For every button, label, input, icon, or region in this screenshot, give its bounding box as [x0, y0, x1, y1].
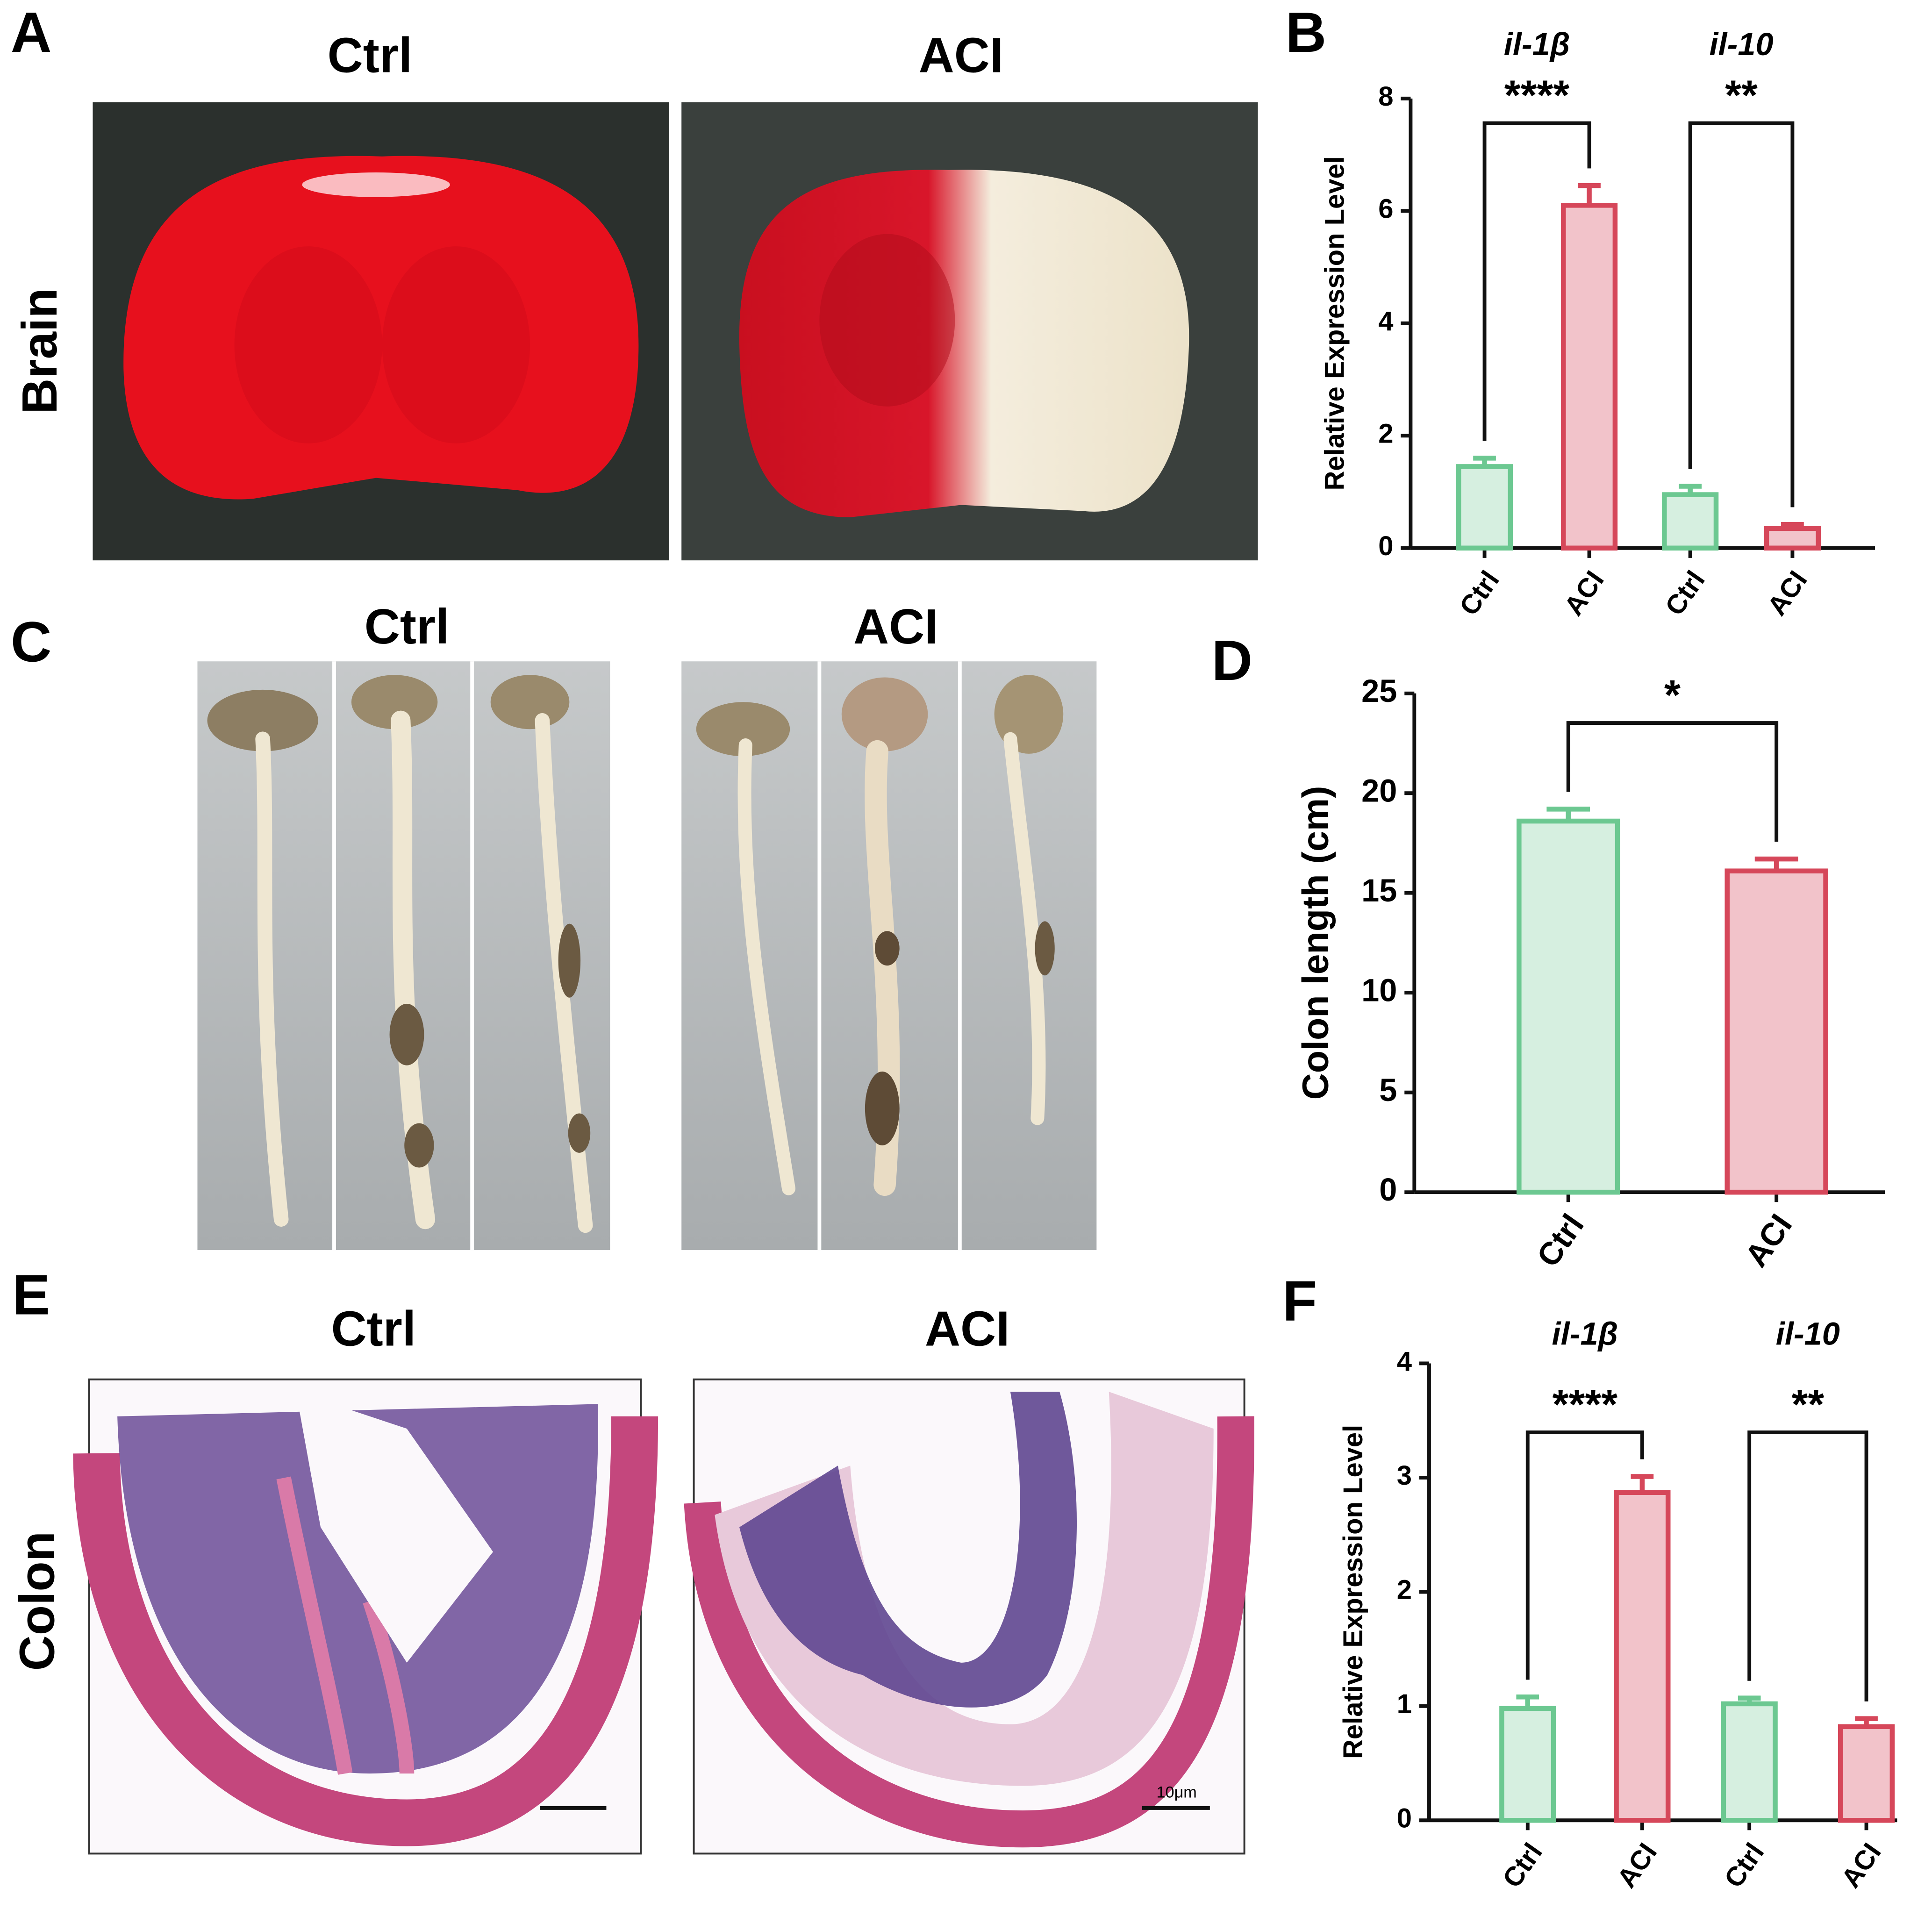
- x-tick-label: ACI: [1559, 565, 1610, 621]
- y-tick-label: 4: [1397, 1347, 1412, 1377]
- significance-label: *: [1664, 672, 1681, 718]
- panel-letter: D: [1211, 629, 1252, 692]
- photo-title: Ctrl: [328, 28, 413, 83]
- group-label: il-1β: [1552, 1316, 1618, 1352]
- y-tick-label: 2: [1378, 419, 1393, 449]
- bar: [1499, 1706, 1556, 1823]
- x-tick-label: ACI: [1836, 1838, 1887, 1893]
- x-tick-label: Ctrl: [1454, 565, 1505, 621]
- significance-bracket: [1566, 721, 1779, 842]
- bar: [1724, 868, 1828, 1195]
- significance-label: ****: [1553, 1381, 1618, 1428]
- bar: [1662, 492, 1719, 551]
- bar: [1838, 1724, 1895, 1823]
- photo-brain-ctrl: [93, 102, 669, 561]
- significance-label: **: [1791, 1381, 1824, 1428]
- y-tick-label: 10: [1361, 972, 1397, 1008]
- y-tick-label: 0: [1397, 1804, 1412, 1834]
- panel-letter: C: [11, 610, 52, 674]
- bar: [1517, 818, 1620, 1195]
- group-label: il-10: [1709, 26, 1773, 62]
- group-label: il-1β: [1504, 26, 1570, 62]
- y-tick-label: 0: [1378, 531, 1393, 561]
- y-axis-label: Relative Expression Level: [1338, 1425, 1368, 1759]
- significance-bracket: [1482, 121, 1591, 441]
- photo-brain-aci: [681, 102, 1258, 561]
- bar: [1614, 1490, 1671, 1823]
- x-tick-label: Ctrl: [1530, 1208, 1591, 1273]
- significance-bracket: [1688, 121, 1795, 508]
- photo-histology-ctrl: [73, 1378, 658, 1855]
- x-tick-label: ACI: [1738, 1208, 1799, 1273]
- photo-title: ACI: [925, 1301, 1010, 1356]
- panel-letter: E: [12, 1263, 50, 1326]
- photo-title: Ctrl: [331, 1301, 416, 1356]
- photo-title: ACI: [853, 600, 938, 654]
- x-tick-label: Ctrl: [1660, 565, 1711, 621]
- bar: [1560, 203, 1618, 551]
- x-tick-label: ACI: [1611, 1838, 1663, 1893]
- y-tick-label: 0: [1379, 1172, 1397, 1208]
- row-label: Colon: [10, 1531, 65, 1671]
- significance-label: ****: [1504, 72, 1570, 119]
- panel-letter: A: [11, 0, 52, 64]
- significance-label: **: [1725, 72, 1758, 119]
- x-tick-label: ACI: [1762, 565, 1813, 621]
- y-tick-label: 15: [1361, 872, 1397, 908]
- x-tick-label: Ctrl: [1497, 1838, 1548, 1893]
- y-tick-label: 5: [1379, 1072, 1397, 1108]
- group-label: il-10: [1776, 1316, 1840, 1352]
- photo-title: ACI: [919, 28, 1004, 83]
- y-tick-label: 3: [1397, 1461, 1412, 1491]
- photo-colon-ctrl: [197, 661, 610, 1251]
- y-tick-label: 20: [1361, 772, 1397, 808]
- significance-bracket: [1525, 1430, 1644, 1680]
- bar: [1456, 464, 1513, 551]
- bar: [1764, 526, 1821, 551]
- y-axis-label: Relative Expression Level: [1320, 156, 1350, 490]
- y-tick-label: 1: [1397, 1689, 1412, 1719]
- y-tick-label: 4: [1378, 307, 1393, 336]
- scale-bar-label: 10μm: [1156, 1783, 1196, 1801]
- photo-title: Ctrl: [365, 600, 450, 654]
- x-tick-label: Ctrl: [1719, 1838, 1770, 1893]
- panel-letter: B: [1286, 0, 1327, 64]
- photo-histology-aci: 10μm: [684, 1378, 1254, 1855]
- y-axis-label: Colon length (cm): [1295, 786, 1336, 1100]
- row-label: Brain: [13, 288, 67, 414]
- photo-colon-aci: [681, 661, 1097, 1251]
- y-tick-label: 6: [1378, 194, 1393, 224]
- significance-bracket: [1747, 1430, 1868, 1702]
- bar: [1721, 1701, 1778, 1823]
- y-tick-label: 2: [1397, 1575, 1412, 1605]
- y-tick-label: 25: [1361, 673, 1397, 709]
- panel-letter: F: [1282, 1269, 1317, 1333]
- y-tick-label: 8: [1378, 82, 1393, 112]
